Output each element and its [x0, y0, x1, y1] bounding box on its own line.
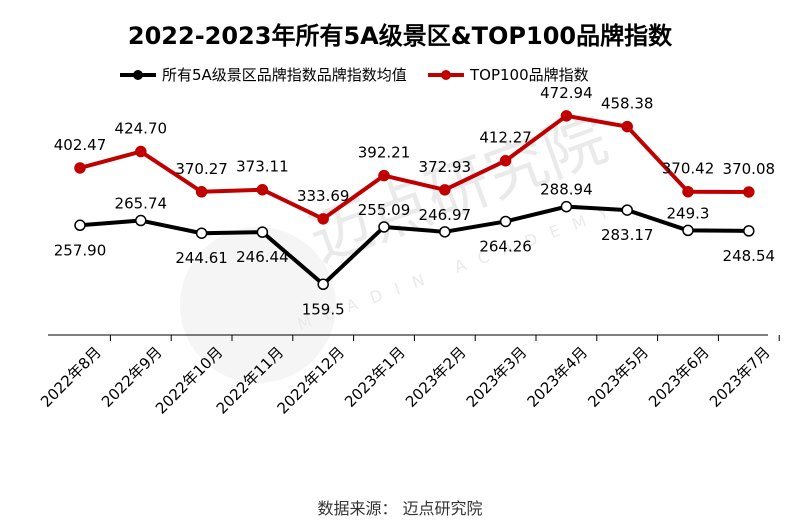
- legend: 所有5A级景区品牌指数品牌指数均值 TOP100品牌指数: [120, 66, 589, 84]
- data-point: [74, 162, 86, 174]
- x-tick-label: 2023年1月: [341, 343, 409, 411]
- data-point: [135, 145, 147, 158]
- legend-swatch-marker: [441, 70, 451, 80]
- data-label: 402.47: [54, 136, 107, 154]
- data-point: [621, 204, 633, 216]
- chart-title: 2022-2023年所有5A级景区&TOP100品牌指数: [128, 22, 673, 50]
- data-point: [378, 169, 390, 182]
- data-point: [378, 221, 390, 233]
- data-label: 372.93: [419, 158, 472, 176]
- data-point: [743, 186, 755, 198]
- source-note: 数据来源： 迈点研究院: [317, 499, 482, 518]
- x-tick-label: 2023年2月: [402, 343, 470, 411]
- data-label: 458.38: [601, 95, 654, 113]
- data-point: [743, 225, 755, 237]
- x-tick-label: 2023年3月: [463, 343, 531, 411]
- data-label: 159.5: [302, 300, 345, 318]
- series-layer: 257.90 265.74 244.61 246.44 159.5 255.09 246.9…: [54, 84, 775, 318]
- data-label: 424.70: [115, 120, 168, 138]
- data-label: 264.26: [479, 237, 532, 255]
- data-point: [195, 227, 208, 239]
- watermark-logo-icon: [180, 227, 336, 383]
- data-label: 265.74: [115, 195, 168, 213]
- legend-swatch-marker: [133, 70, 143, 80]
- data-label: 333.69: [297, 187, 350, 205]
- data-label: 244.61: [175, 249, 228, 267]
- legend-label: 所有5A级景区品牌指数品牌指数均值: [162, 66, 407, 84]
- data-point: [621, 120, 633, 133]
- data-point: [439, 184, 451, 196]
- x-axis: 2022年8月2022年9月2022年10月2022年11月2022年12月20…: [37, 334, 780, 418]
- data-label: 246.44: [236, 248, 289, 266]
- data-label: 249.3: [667, 204, 710, 222]
- data-point: [74, 219, 86, 232]
- data-point: [317, 213, 329, 225]
- data-label: 248.54: [723, 247, 776, 265]
- data-point: [439, 226, 451, 238]
- data-point: [256, 226, 269, 238]
- data-point: [560, 200, 573, 213]
- data-label: 472.94: [540, 84, 593, 102]
- data-point: [499, 154, 512, 167]
- data-label: 373.11: [236, 158, 289, 176]
- data-point: [256, 183, 269, 196]
- data-point: [682, 224, 694, 237]
- data-label: 370.08: [723, 160, 776, 178]
- data-label: 392.21: [358, 144, 411, 162]
- data-label: 370.42: [662, 160, 715, 178]
- data-point: [135, 214, 147, 227]
- data-point: [317, 278, 329, 291]
- x-tick-label: 2023年6月: [645, 343, 713, 411]
- x-tick-label: 2023年4月: [524, 343, 592, 411]
- x-tick-label: 2023年7月: [706, 343, 774, 411]
- series-line-top100: [79, 113, 749, 221]
- data-label: 255.09: [358, 201, 411, 219]
- data-label: 370.27: [175, 160, 228, 178]
- series-line-5a-average: [79, 204, 749, 287]
- legend-label: TOP100品牌指数: [469, 66, 589, 84]
- x-tick-label: 2022年8月: [37, 343, 105, 411]
- data-label: 288.94: [540, 181, 593, 199]
- data-label: 412.27: [479, 129, 532, 147]
- data-label: 283.17: [601, 226, 654, 244]
- data-point: [560, 110, 573, 122]
- data-point: [195, 186, 208, 198]
- data-point: [499, 215, 512, 228]
- data-label: 257.90: [54, 241, 107, 259]
- data-label: 246.97: [419, 206, 472, 224]
- data-point: [682, 185, 694, 198]
- x-tick-label: 2023年5月: [584, 343, 652, 411]
